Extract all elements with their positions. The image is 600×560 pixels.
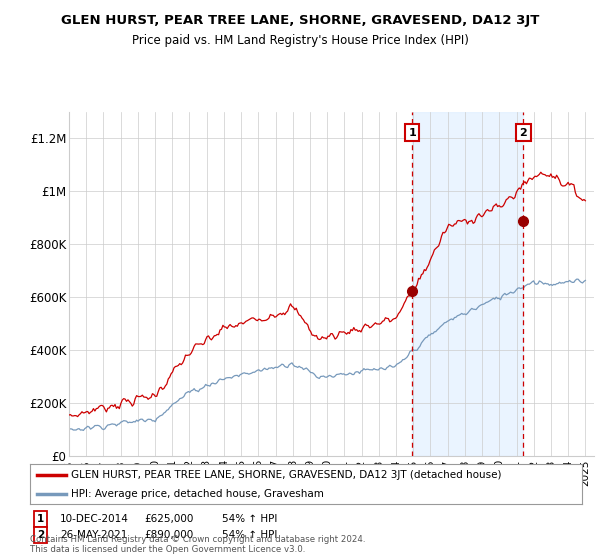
Text: 54% ↑ HPI: 54% ↑ HPI — [222, 530, 277, 540]
Text: 2: 2 — [37, 530, 44, 540]
Text: Contains HM Land Registry data © Crown copyright and database right 2024.
This d: Contains HM Land Registry data © Crown c… — [30, 535, 365, 554]
Text: GLEN HURST, PEAR TREE LANE, SHORNE, GRAVESEND, DA12 3JT (detached house): GLEN HURST, PEAR TREE LANE, SHORNE, GRAV… — [71, 470, 502, 479]
Text: £890,000: £890,000 — [144, 530, 193, 540]
Text: 1: 1 — [37, 514, 44, 524]
Text: £625,000: £625,000 — [144, 514, 193, 524]
Text: 54% ↑ HPI: 54% ↑ HPI — [222, 514, 277, 524]
Text: GLEN HURST, PEAR TREE LANE, SHORNE, GRAVESEND, DA12 3JT: GLEN HURST, PEAR TREE LANE, SHORNE, GRAV… — [61, 14, 539, 27]
Text: 2: 2 — [520, 128, 527, 138]
Text: Price paid vs. HM Land Registry's House Price Index (HPI): Price paid vs. HM Land Registry's House … — [131, 34, 469, 46]
Text: 26-MAY-2021: 26-MAY-2021 — [60, 530, 127, 540]
Text: 1: 1 — [409, 128, 416, 138]
Text: HPI: Average price, detached house, Gravesham: HPI: Average price, detached house, Grav… — [71, 489, 324, 499]
Bar — [412, 112, 523, 456]
Text: 10-DEC-2014: 10-DEC-2014 — [60, 514, 129, 524]
